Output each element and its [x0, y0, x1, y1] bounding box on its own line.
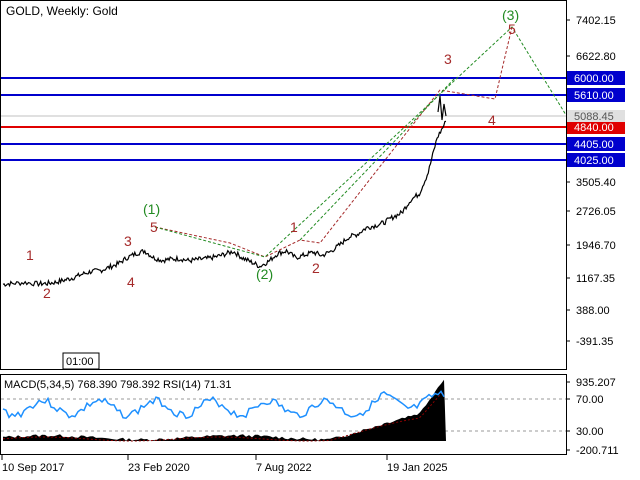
price-line [2, 120, 447, 288]
price-spike [437, 95, 447, 121]
y-tick-label: 7402.15 [576, 15, 616, 27]
macd-signal-line [2, 391, 444, 442]
y-tick-label: 388.00 [576, 305, 610, 317]
main-chart-frame [0, 0, 567, 370]
time-axis: 10 Sep 2017 23 Feb 2020 7 Aug 2022 19 Jan 2… [1, 455, 448, 474]
level-tag-label: 4840.00 [574, 122, 614, 134]
level-tag-box [567, 153, 625, 167]
chart-title: GOLD, Weekly: Gold [6, 4, 118, 18]
level-tag-box [567, 71, 625, 85]
level-tag-label: 6000.00 [574, 73, 614, 85]
wave-label: 2 [312, 260, 320, 276]
wave-label: 5 [150, 219, 158, 235]
wave-label: (3) [502, 7, 519, 23]
indicator-frame [0, 374, 567, 455]
rsi-line [2, 390, 445, 420]
wave-label: (1) [143, 201, 160, 217]
x-tick-label: 10 Sep 2017 [2, 462, 64, 474]
x-tick-label: 19 Jan 2025 [387, 462, 448, 474]
level-tag-label: 4405.00 [574, 139, 614, 151]
level-tag-box [567, 137, 625, 151]
price-axis: 7402.15 6622.80 6000.00 5610.00 5088.454840.… [566, 15, 616, 348]
level-tag-box [567, 120, 625, 134]
ind-tick-label: 70.00 [576, 394, 604, 406]
green-wave-projection-2 [299, 77, 456, 241]
wave-label: 1 [26, 247, 34, 263]
ind-tick-label: -200.711 [576, 445, 619, 457]
y-tick-label: 2726.05 [576, 206, 616, 218]
wave-label: 4 [127, 274, 135, 290]
red-wave-projection [154, 26, 513, 258]
x-tick-label: 7 Aug 2022 [256, 462, 312, 474]
wave-label: 4 [488, 112, 496, 128]
ind-tick-label: 30.00 [576, 426, 604, 438]
macd-histogram [3, 379, 446, 441]
y-tick-label: 6622.80 [576, 51, 616, 63]
indicator-label: MACD(5,34,5) 768.390 798.392 RSI(14) 71.… [4, 379, 231, 391]
wave-label: 5 [508, 21, 516, 37]
time-marker: 01:00 [66, 356, 94, 368]
level-tag-box [567, 88, 625, 102]
wave-projection-lines [154, 26, 567, 258]
ind-tick-label: 935.207 [576, 377, 616, 389]
price-series [2, 95, 447, 288]
level-tag-label: 5610.00 [574, 90, 614, 102]
current-price-label: 5088.45 [574, 111, 614, 123]
y-tick-label: 1167.35 [576, 273, 615, 285]
wave-label: (2) [256, 266, 273, 282]
wave-label: 3 [444, 51, 452, 67]
y-tick-label: 3505.40 [576, 177, 616, 189]
green-wave-projection [154, 26, 567, 258]
current-price-box [567, 110, 625, 122]
wave-label: 3 [124, 233, 132, 249]
time-marker-box [62, 352, 100, 370]
indicator-axis: 935.207 70.00 30.00 -200.711 [566, 377, 619, 457]
wave-label: 2 [43, 285, 51, 301]
wave-label: 1 [290, 219, 298, 235]
y-tick-label: 1946.70 [576, 240, 616, 252]
indicator-series [1, 379, 566, 442]
x-tick-label: 23 Feb 2020 [128, 462, 190, 474]
level-tag-label: 4025.00 [574, 155, 614, 167]
y-tick-label: -391.35 [576, 336, 613, 348]
